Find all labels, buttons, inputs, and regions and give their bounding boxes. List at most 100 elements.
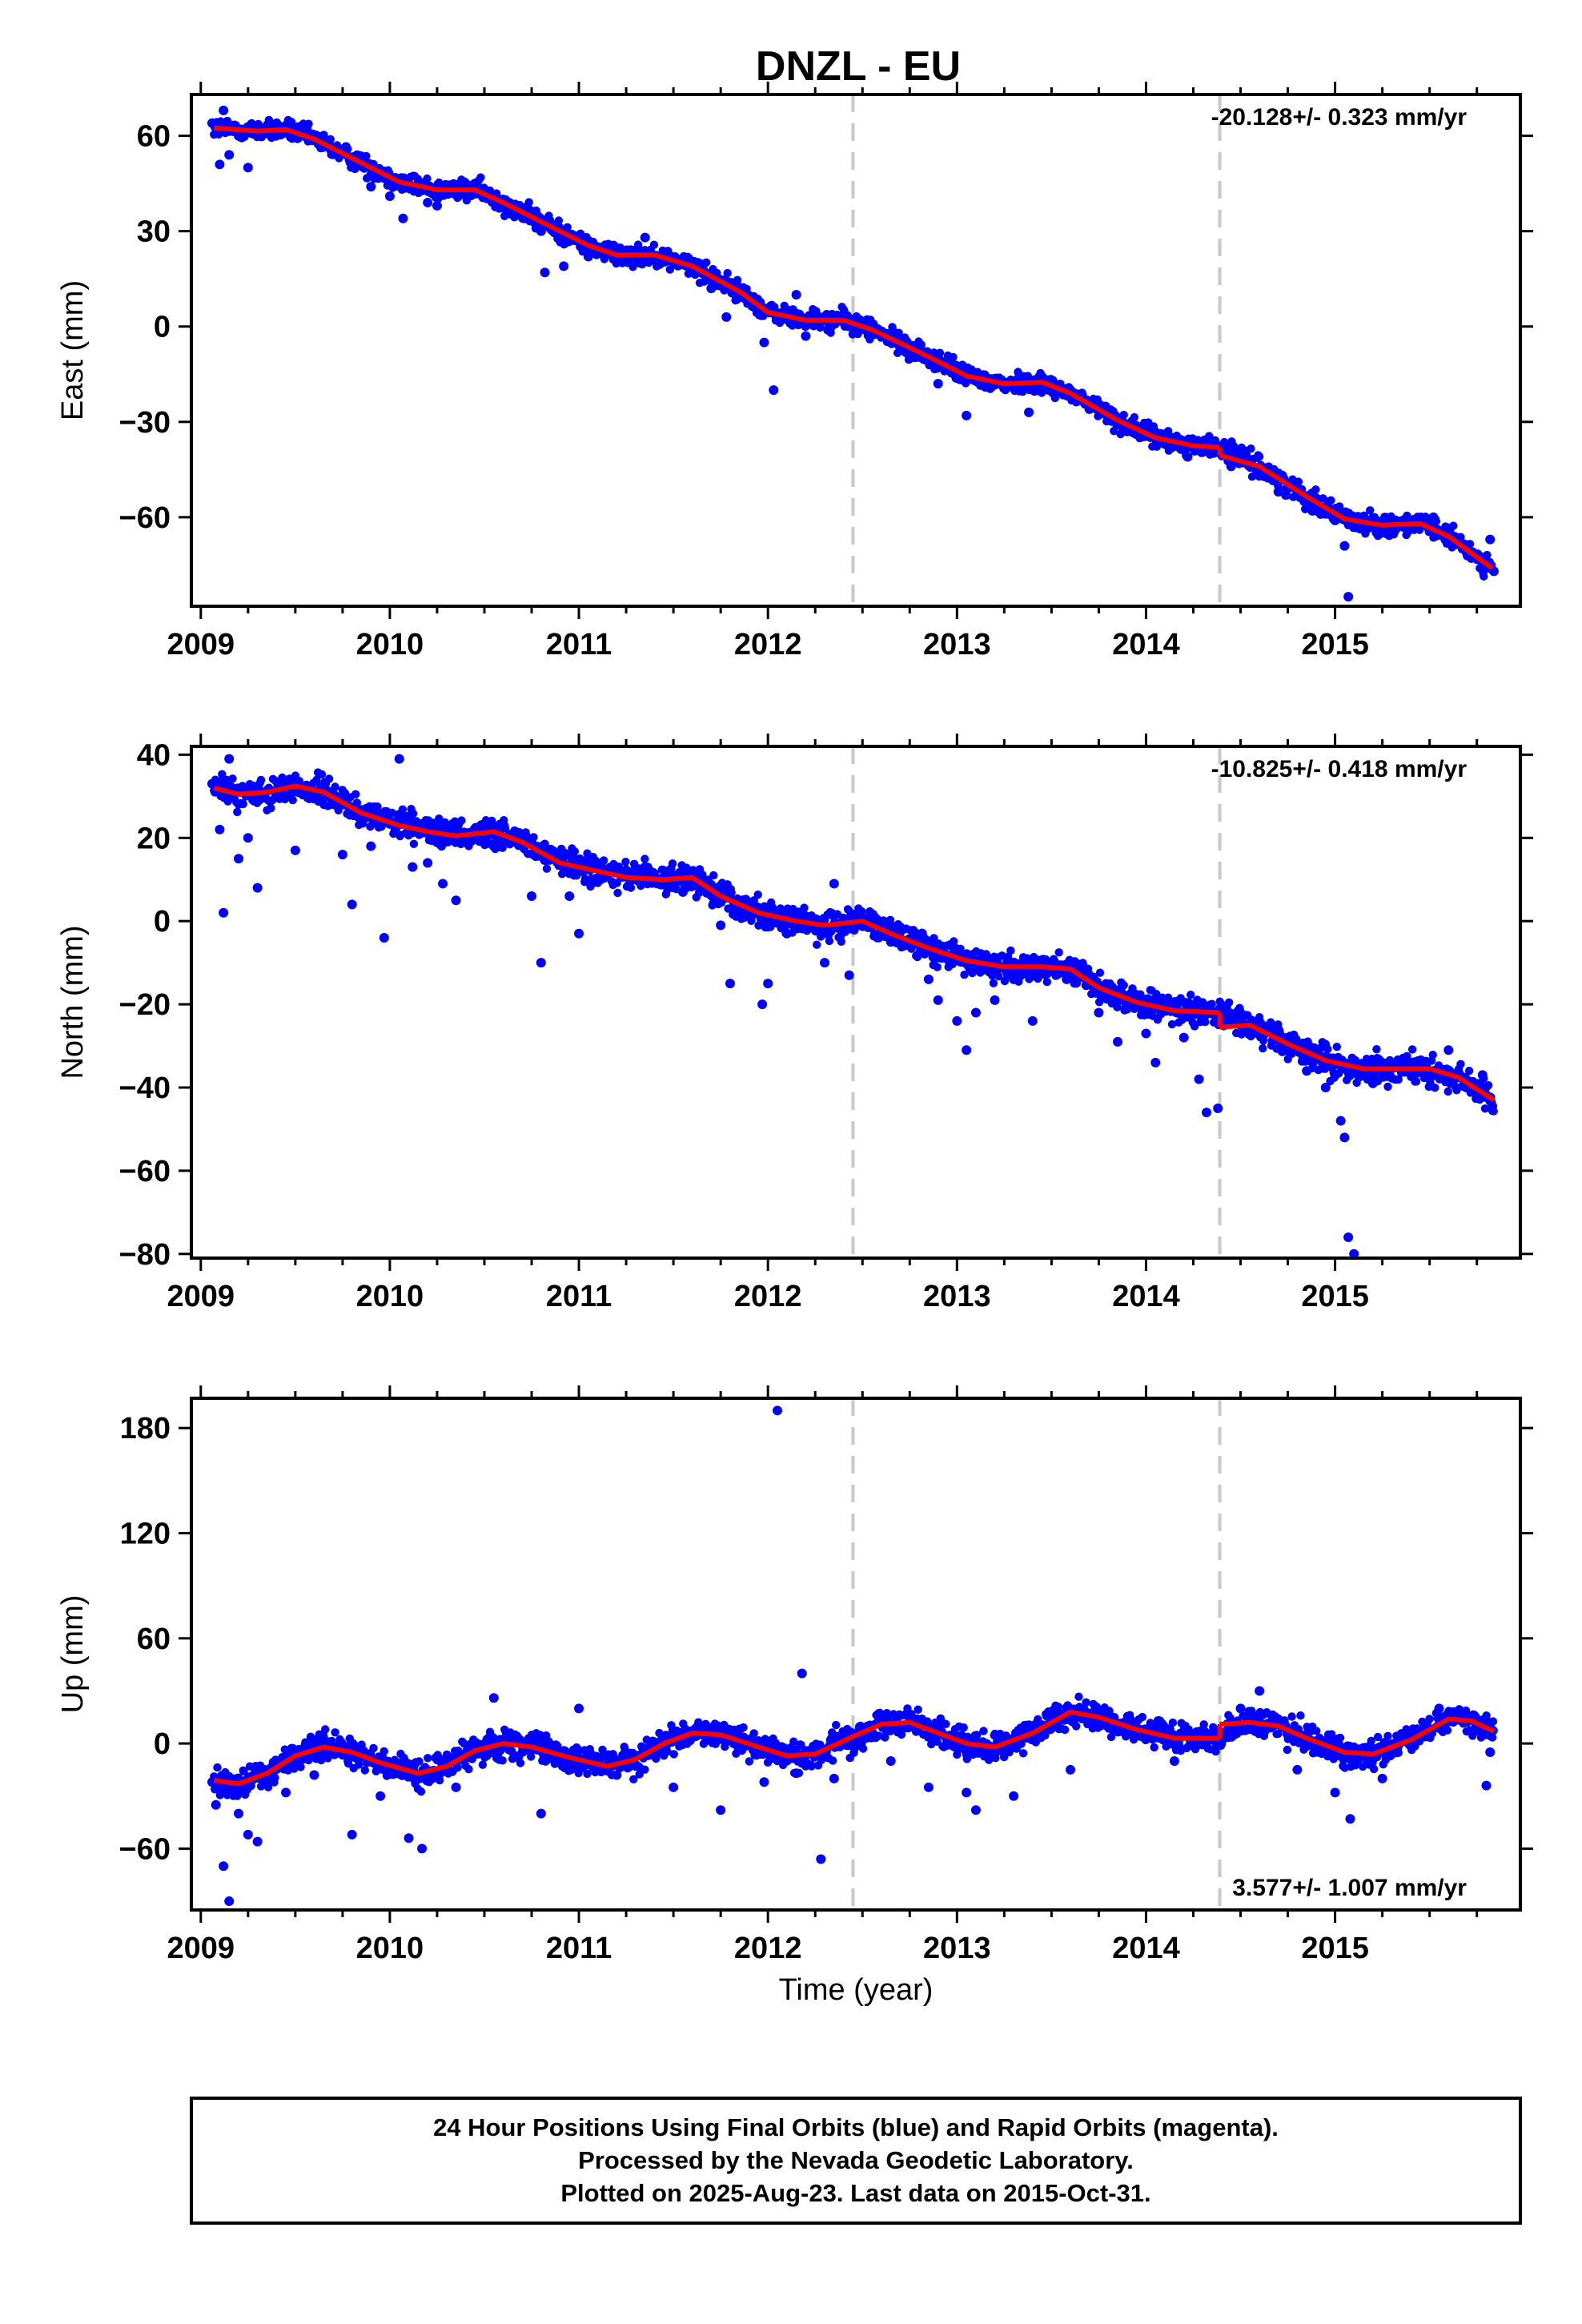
position-point — [1194, 1074, 1204, 1084]
daily-position-point — [1403, 511, 1411, 521]
position-point — [1488, 566, 1499, 577]
daily-position-point — [387, 808, 396, 818]
daily-position-point — [218, 770, 227, 778]
daily-position-point — [1335, 502, 1344, 511]
daily-position-point — [1311, 485, 1320, 494]
daily-position-point — [727, 888, 736, 897]
position-point — [677, 887, 688, 897]
daily-position-point — [668, 859, 677, 868]
position-point — [829, 879, 839, 889]
daily-position-point — [825, 936, 834, 946]
daily-position-point — [324, 774, 334, 783]
daily-position-point — [362, 151, 371, 161]
daily-position-point — [423, 174, 432, 183]
model-curve-post-event — [1219, 452, 1494, 570]
daily-position-point — [256, 775, 266, 785]
daily-position-point — [1464, 1067, 1474, 1076]
daily-position-point — [598, 1745, 607, 1755]
position-point — [366, 182, 376, 192]
daily-position-point — [331, 1728, 339, 1737]
daily-position-point — [989, 979, 998, 987]
daily-position-point — [1205, 432, 1214, 440]
daily-position-point — [956, 944, 965, 954]
position-point — [933, 995, 943, 1005]
daily-position-point — [1224, 998, 1234, 1007]
position-point — [1307, 505, 1318, 516]
daily-position-point — [360, 1766, 369, 1775]
daily-position-point — [628, 263, 637, 271]
daily-position-point — [424, 1754, 432, 1763]
daily-position-point — [1006, 946, 1015, 955]
daily-position-point — [529, 833, 538, 842]
position-point — [1302, 1066, 1312, 1076]
x-tick-label: 2011 — [546, 1280, 612, 1313]
daily-position-point — [933, 963, 942, 971]
position-point — [1009, 974, 1019, 984]
east-panel: 2009 2010 2011 2012 2013 2014 201560300−30−60E… — [56, 82, 1533, 661]
x-tick-label: 2012 — [734, 628, 802, 661]
daily-position-point — [745, 1757, 754, 1766]
x-tick-label: 2014 — [1112, 1280, 1180, 1313]
position-point — [379, 932, 389, 943]
position-point — [763, 979, 773, 989]
daily-position-point — [733, 275, 742, 284]
daily-position-point — [1407, 1045, 1417, 1054]
daily-position-point — [640, 854, 649, 863]
daily-position-point — [1025, 975, 1034, 983]
daily-position-point — [1119, 981, 1128, 990]
daily-position-point — [1247, 444, 1255, 453]
position-point — [725, 979, 735, 989]
daily-position-point — [739, 1723, 748, 1732]
daily-position-point — [233, 807, 242, 817]
position-point — [583, 251, 593, 262]
position-point — [1273, 487, 1283, 497]
x-tick-label: 2015 — [1301, 1280, 1369, 1313]
daily-position-point — [652, 1754, 661, 1763]
position-point — [234, 131, 244, 141]
daily-position-point — [355, 1760, 363, 1769]
daily-position-point — [379, 1747, 388, 1756]
x-tick-label: 2010 — [356, 628, 424, 661]
position-point — [769, 385, 779, 396]
position-point — [1182, 452, 1193, 462]
daily-position-point — [1411, 1077, 1421, 1086]
velocity-rate-label: -10.825+/- 0.418 mm/yr — [1211, 756, 1468, 782]
position-point — [820, 958, 830, 968]
position-point — [559, 261, 569, 271]
daily-position-point — [1255, 452, 1264, 461]
daily-position-point — [304, 1755, 313, 1765]
daily-position-point — [713, 268, 721, 278]
position-point — [451, 895, 461, 906]
daily-position-point — [1207, 999, 1216, 1008]
position-point — [970, 1007, 981, 1018]
daily-position-point — [317, 770, 327, 779]
daily-position-point — [1152, 990, 1161, 999]
position-point — [1094, 1007, 1104, 1018]
daily-position-point — [453, 1763, 462, 1772]
daily-position-point — [649, 240, 659, 249]
north-panel: 2009 2010 2011 2012 2013 2014 201540200−20−40−… — [56, 734, 1533, 1313]
daily-position-point — [295, 777, 304, 786]
daily-position-point — [351, 790, 360, 798]
daily-position-point — [709, 870, 718, 880]
position-point — [1178, 1032, 1189, 1043]
daily-position-point — [994, 972, 1003, 981]
daily-position-point — [702, 258, 711, 267]
daily-position-point — [369, 1743, 378, 1753]
daily-position-point — [753, 891, 762, 899]
daily-position-point — [1483, 550, 1492, 560]
y-tick-label: 0 — [154, 311, 171, 344]
position-point — [844, 970, 854, 980]
daily-position-point — [837, 937, 846, 947]
x-tick-label: 2012 — [734, 1280, 802, 1313]
position-point — [721, 312, 732, 322]
up-panel: 2009 2010 2011 2012 2013 2014 2015180120600−60… — [56, 1385, 1533, 2007]
daily-position-point — [416, 1787, 426, 1796]
daily-position-point — [723, 268, 732, 278]
position-point — [757, 999, 768, 1010]
position-point — [1330, 515, 1340, 525]
position-point — [1343, 1232, 1354, 1243]
daily-position-point — [1332, 1043, 1342, 1051]
position-point — [564, 891, 575, 902]
